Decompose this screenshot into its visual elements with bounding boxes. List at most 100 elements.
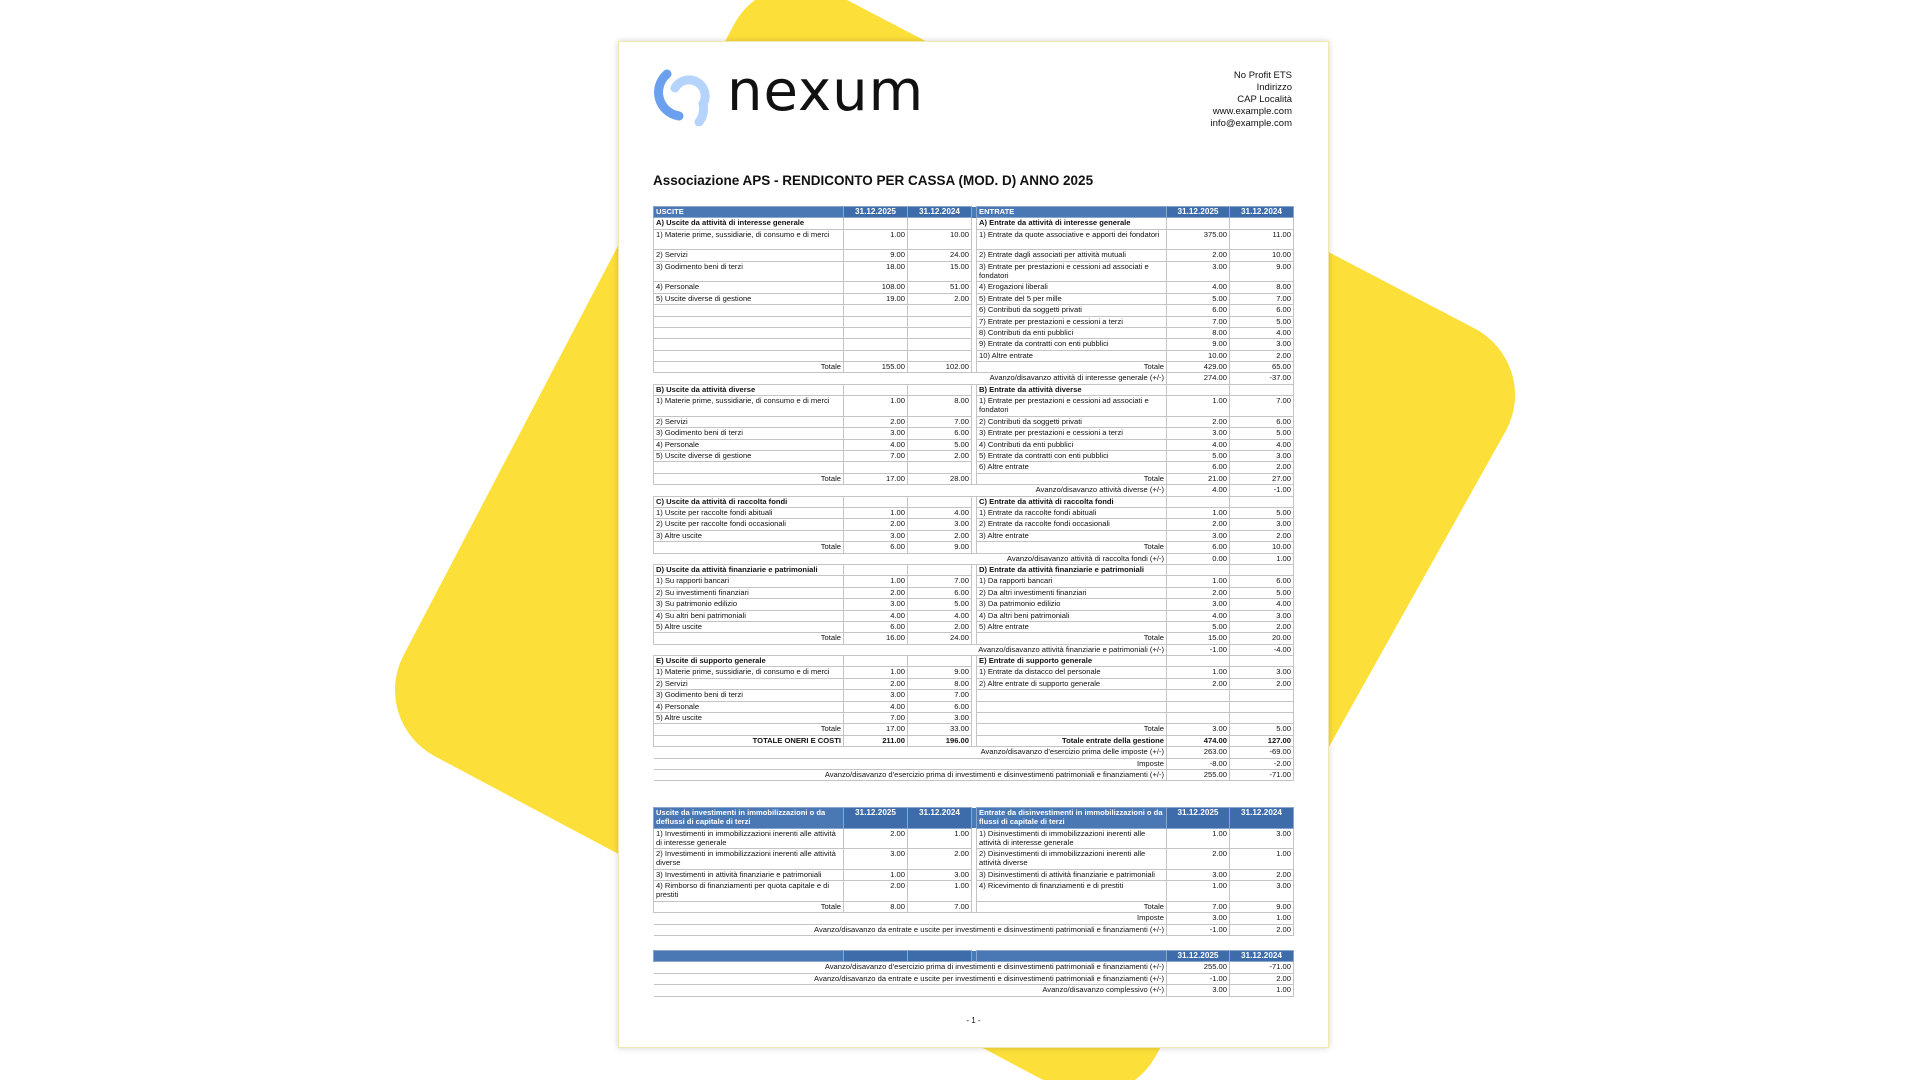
entrate-label: 3) Disinvestimenti di attività finanziar… bbox=[976, 868, 1167, 882]
document-title: Associazione APS - RENDICONTO PER CASSA … bbox=[653, 173, 1094, 188]
value-2025: 6.00 bbox=[1166, 461, 1230, 474]
value-2025: 255.00 bbox=[1166, 961, 1230, 974]
uscite-label: 1) Uscite per raccolte fondi abituali bbox=[653, 506, 844, 520]
entrate-label: 3) Da patrimonio edilizio bbox=[976, 598, 1167, 611]
value-2024: 8.00 bbox=[1229, 281, 1294, 294]
value-2025 bbox=[1166, 655, 1230, 668]
row-label: Avanzo/disavanzo attività finanziarie e … bbox=[653, 643, 1167, 657]
value-2025: 2.00 bbox=[843, 827, 908, 850]
value-2024: 6.00 bbox=[907, 427, 972, 440]
entrate-label: 9) Entrate da contratti con enti pubblic… bbox=[976, 338, 1167, 351]
uscite-label bbox=[653, 315, 844, 328]
row-label: Imposte bbox=[653, 912, 1167, 925]
table-row: 2) Su investimenti finanziari 2.00 6.00 2) … bbox=[653, 586, 1294, 600]
value-2024 bbox=[1229, 383, 1294, 397]
address-line: info@example.com bbox=[1210, 118, 1292, 129]
value-2025: 10.00 bbox=[1166, 349, 1230, 363]
value-2025: 2.00 bbox=[843, 586, 908, 600]
entrate-label: B) Entrate da attività diverse bbox=[976, 383, 1167, 397]
value-2024: 4.00 bbox=[1229, 598, 1294, 611]
value-2025 bbox=[843, 655, 908, 668]
value-2025: 3.00 bbox=[843, 689, 908, 702]
value-2024: 5.00 bbox=[1229, 723, 1294, 736]
table-row: 3) Su patrimonio edilizio 3.00 5.00 3) Da p… bbox=[653, 598, 1294, 611]
uscite-label: 3) Godimento beni di terzi bbox=[653, 427, 844, 440]
value-2024: 5.00 bbox=[907, 438, 972, 452]
uscite-label: 1) Materie prime, sussidiarie, di consum… bbox=[653, 395, 844, 417]
value-2025 bbox=[1166, 495, 1230, 509]
address-line: CAP Località bbox=[1237, 94, 1292, 105]
value-2025: 1.00 bbox=[843, 228, 908, 251]
uscite-label bbox=[653, 349, 844, 363]
value-2025: 3.00 bbox=[1166, 868, 1230, 882]
value-2025: 9.00 bbox=[1166, 338, 1230, 351]
uscite-label: Totale bbox=[653, 723, 844, 736]
value-2025: 7.00 bbox=[1166, 315, 1230, 328]
value-2025: 16.00 bbox=[843, 632, 908, 645]
table-row: 10) Altre entrate 10.00 2.00 bbox=[653, 349, 1294, 363]
value-2025: 0.00 bbox=[1166, 552, 1230, 565]
table-row: TOTALE ONERI E COSTI 211.00 196.00 Totale e… bbox=[653, 734, 1294, 748]
value-2025: 2.00 bbox=[1166, 848, 1230, 870]
value-2024: -69.00 bbox=[1229, 746, 1294, 759]
value-2025: 19.00 bbox=[843, 292, 908, 306]
value-2025: 2.00 bbox=[1166, 677, 1230, 691]
uscite-label: 4) Rimborso di finanziamenti per quota c… bbox=[653, 880, 844, 902]
value-2025: 4.00 bbox=[1166, 609, 1230, 622]
nexum-swirl-icon bbox=[654, 69, 710, 126]
value-2025: 1.00 bbox=[843, 666, 908, 679]
value-2024: 31.12.2024 bbox=[1229, 949, 1294, 963]
entrate-label: 3) Altre entrate bbox=[976, 529, 1167, 543]
value-2025: 4.00 bbox=[1166, 281, 1230, 294]
uscite-label: Totale bbox=[653, 632, 844, 645]
value-2024: 3.00 bbox=[1229, 880, 1294, 902]
value-2025: 3.00 bbox=[1166, 529, 1230, 543]
value-2024: 4.00 bbox=[907, 609, 972, 622]
uscite-label: 3) Investimenti in attività finanziarie … bbox=[653, 868, 844, 882]
table-summary-row: Imposte -8.00 -2.00 bbox=[653, 757, 1294, 770]
value-2025 bbox=[843, 338, 908, 351]
value-2024: 31.12.2024 bbox=[907, 205, 972, 219]
uscite-label: 3) Godimento beni di terzi bbox=[653, 689, 844, 702]
entrate-label: Totale bbox=[976, 723, 1167, 736]
value-2024: 2.00 bbox=[1229, 529, 1294, 543]
summary-table: 31.12.2025 31.12.2024 Avanzo/disavanzo d'e… bbox=[653, 949, 1294, 997]
value-2025: 5.00 bbox=[1166, 450, 1230, 463]
value-2024: 2.00 bbox=[907, 848, 972, 870]
table-row: 5) Altre uscite 6.00 2.00 5) Altre entrate 5… bbox=[653, 620, 1294, 634]
entrate-label: A) Entrate da attività di interesse gene… bbox=[976, 217, 1167, 230]
entrate-label: 5) Altre entrate bbox=[976, 620, 1167, 634]
entrate-label: 1) Entrate da raccolte fondi abituali bbox=[976, 506, 1167, 520]
entrate-label: 2) Entrate dagli associati per attività … bbox=[976, 249, 1167, 262]
value-2025: 1.00 bbox=[1166, 880, 1230, 902]
table-summary-row: Avanzo/disavanzo d'esercizio prima di in… bbox=[653, 961, 1294, 974]
value-2025: 1.00 bbox=[843, 506, 908, 520]
value-2025: 6.00 bbox=[1166, 304, 1230, 317]
value-2024: 5.00 bbox=[1229, 586, 1294, 600]
entrate-label: 4) Erogazioni liberali bbox=[976, 281, 1167, 294]
value-2024: 6.00 bbox=[1229, 304, 1294, 317]
value-2024: 10.00 bbox=[907, 228, 972, 251]
uscite-label: Totale bbox=[653, 900, 844, 914]
value-2024: 3.00 bbox=[1229, 518, 1294, 531]
value-2024: 51.00 bbox=[907, 281, 972, 294]
value-2024: -4.00 bbox=[1229, 643, 1294, 657]
value-2024: 2.00 bbox=[907, 292, 972, 306]
value-2024: 65.00 bbox=[1229, 361, 1294, 374]
table-summary-row: Avanzo/disavanzo d'esercizio prima di in… bbox=[653, 768, 1294, 782]
value-2025: 2.00 bbox=[1166, 415, 1230, 429]
entrate-label: 2) Disinvestimenti di immobilizzazioni i… bbox=[976, 848, 1167, 870]
value-2025: 31.12.2025 bbox=[1166, 807, 1230, 829]
uscite-label: A) Uscite da attività di interesse gener… bbox=[653, 217, 844, 230]
uscite-label: 3) Godimento beni di terzi bbox=[653, 260, 844, 283]
table-summary-row: Avanzo/disavanzo da entrate e uscite per… bbox=[653, 972, 1294, 986]
row-label: Avanzo/disavanzo complessivo (+/-) bbox=[653, 984, 1167, 997]
row-label: Avanzo/disavanzo da entrate e uscite per… bbox=[653, 923, 1167, 936]
uscite-label: Totale bbox=[653, 541, 844, 554]
value-2024: 31.12.2024 bbox=[907, 807, 972, 829]
entrate-label: 2) Contributi da soggetti privati bbox=[976, 415, 1167, 429]
entrate-label: 4) Contributi da enti pubblici bbox=[976, 438, 1167, 452]
value-2024: 10.00 bbox=[1229, 541, 1294, 554]
table-row: 1) Materie prime, sussidiarie, di consum… bbox=[653, 228, 1294, 251]
entrate-label: 6) Contributi da soggetti privati bbox=[976, 304, 1167, 317]
